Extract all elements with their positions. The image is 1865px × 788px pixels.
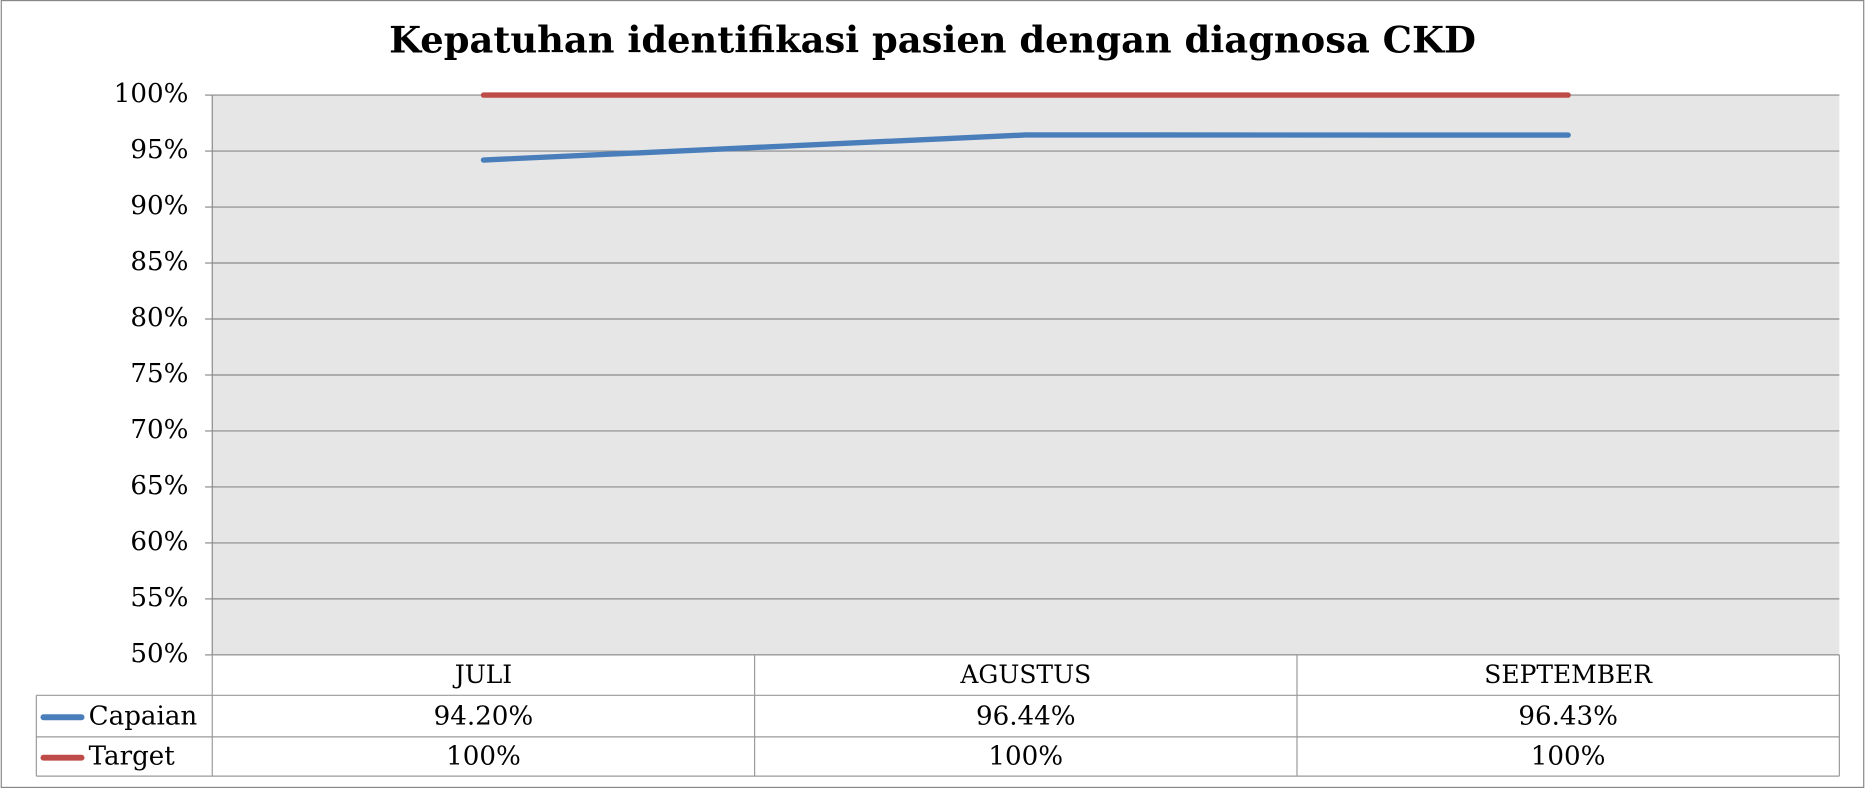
y-tick-label: 60% — [130, 527, 188, 557]
chart-title: Kepatuhan identifikasi pasien dengan dia… — [389, 17, 1476, 61]
table-value: 96.43% — [1518, 701, 1618, 731]
y-tick-label: 100% — [114, 79, 189, 109]
y-tick-label: 95% — [130, 135, 188, 165]
series-line — [480, 132, 1571, 163]
y-tick-label: 70% — [130, 415, 188, 445]
legend-label: Target — [89, 742, 176, 772]
table-value: 94.20% — [434, 701, 534, 731]
y-tick-label: 90% — [130, 191, 188, 221]
y-tick-label: 80% — [130, 303, 188, 333]
table-value: 100% — [1531, 742, 1606, 772]
x-tick-label: SEPTEMBER — [1484, 660, 1653, 689]
table-value: 100% — [446, 742, 521, 772]
y-tick-label: 85% — [130, 247, 188, 277]
legend-label: Capaian — [89, 701, 198, 731]
x-tick-label: AGUSTUS — [959, 660, 1091, 689]
x-tick-label: JULI — [452, 660, 512, 689]
y-tick-label: 65% — [130, 471, 188, 501]
y-tick-label: 50% — [130, 639, 188, 669]
table-value: 100% — [988, 742, 1063, 772]
y-tick-label: 75% — [130, 359, 188, 389]
table-value: 96.44% — [976, 701, 1076, 731]
y-tick-label: 55% — [130, 583, 188, 613]
